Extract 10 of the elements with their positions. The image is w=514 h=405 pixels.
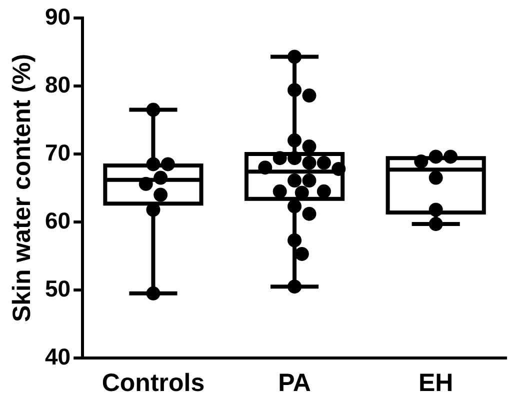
y-tick-label: 50: [44, 275, 71, 302]
x-tick-label: EH: [418, 368, 454, 397]
x-tick-label: Controls: [102, 368, 205, 397]
y-tick-label: 90: [44, 3, 71, 30]
y-tick-label: 40: [44, 343, 71, 370]
y-tick-label: 70: [44, 139, 71, 166]
y-tick-label: 60: [44, 207, 71, 234]
x-tick-label: PA: [278, 368, 311, 397]
y-axis-title: Skin water content (%): [8, 54, 36, 322]
y-tick-label: 80: [44, 71, 71, 98]
